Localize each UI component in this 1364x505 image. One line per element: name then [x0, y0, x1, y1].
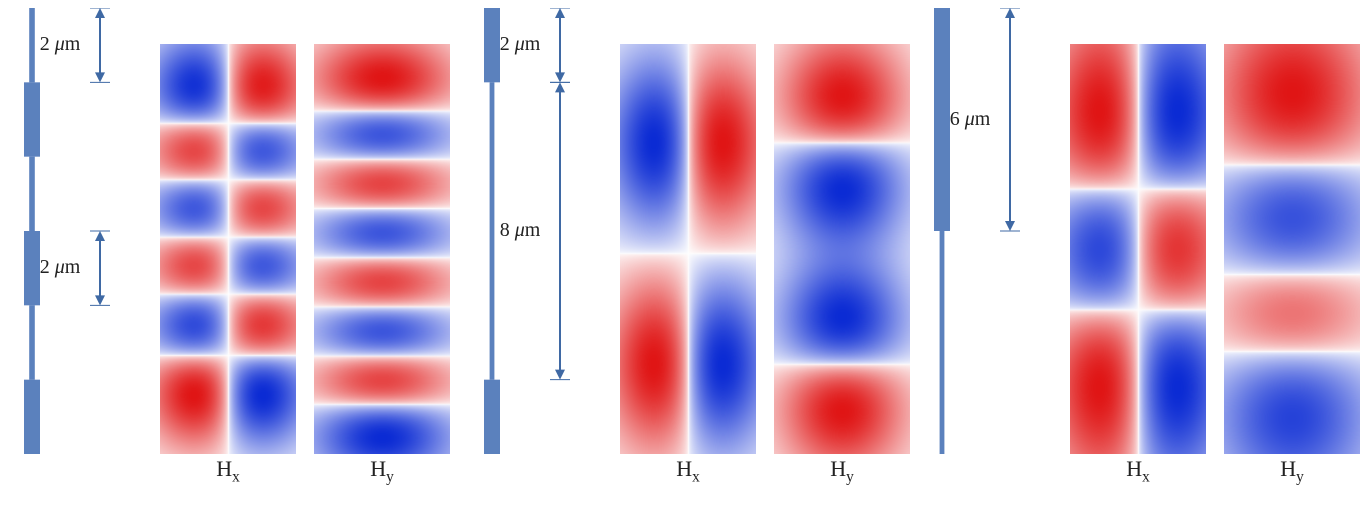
field-map-canvas — [1224, 44, 1360, 454]
field-map-hx — [1070, 44, 1206, 454]
rod-area: 2 μm 2 μm — [10, 8, 150, 454]
dimension-arrow — [90, 8, 110, 82]
axis-label-hy: Hy — [774, 456, 910, 486]
rod-segment — [484, 380, 500, 454]
axis-label-hx: Hx — [160, 456, 296, 486]
rod-segment — [29, 157, 35, 231]
axis-label-hx: Hx — [620, 456, 756, 486]
field-map-hx — [160, 44, 296, 454]
rod-area: 6 μm — [920, 8, 1060, 454]
dimension-label: 2 μm — [32, 256, 88, 279]
dimension-label: 8 μm — [492, 219, 548, 242]
dimension-arrow — [1000, 8, 1020, 231]
panel-B: 2 μm 8 μm Hx Hy — [470, 8, 910, 498]
rod-segment — [24, 380, 40, 454]
axis-label-hy: Hy — [314, 456, 450, 486]
rod-segment — [29, 305, 35, 379]
field-map-pair — [160, 44, 450, 454]
rod-segment — [940, 231, 945, 454]
field-map-hx — [620, 44, 756, 454]
dimension-label: 2 μm — [32, 33, 88, 56]
rod-area: 2 μm 8 μm — [470, 8, 610, 454]
dimension-label: 6 μm — [942, 108, 998, 131]
dimension-arrow — [90, 231, 110, 305]
axis-label-hy: Hy — [1224, 456, 1360, 486]
dimension-arrow — [550, 8, 570, 82]
panel-A: 2 μm 2 μm Hx Hy — [10, 8, 450, 498]
dimension-label: 2 μm — [492, 33, 548, 56]
field-map-canvas — [620, 44, 756, 454]
rod-geometry — [10, 8, 150, 454]
field-map-hy — [774, 44, 910, 454]
field-map-pair — [1070, 44, 1360, 454]
field-map-canvas — [160, 44, 296, 454]
field-map-hy — [1224, 44, 1360, 454]
field-map-pair — [620, 44, 910, 454]
panel-C: 6 μm Hx Hy — [920, 8, 1360, 498]
field-map-canvas — [1070, 44, 1206, 454]
field-map-canvas — [314, 44, 450, 454]
rod-geometry — [920, 8, 1060, 454]
figure-root: 2 μm 2 μm Hx Hy 2 μm 8 μm Hx Hy 6 μm Hx Hy — [0, 0, 1364, 505]
field-map-hy — [314, 44, 450, 454]
dimension-arrow — [550, 82, 570, 379]
axis-label-hx: Hx — [1070, 456, 1206, 486]
rod-segment — [24, 82, 40, 156]
field-map-canvas — [774, 44, 910, 454]
